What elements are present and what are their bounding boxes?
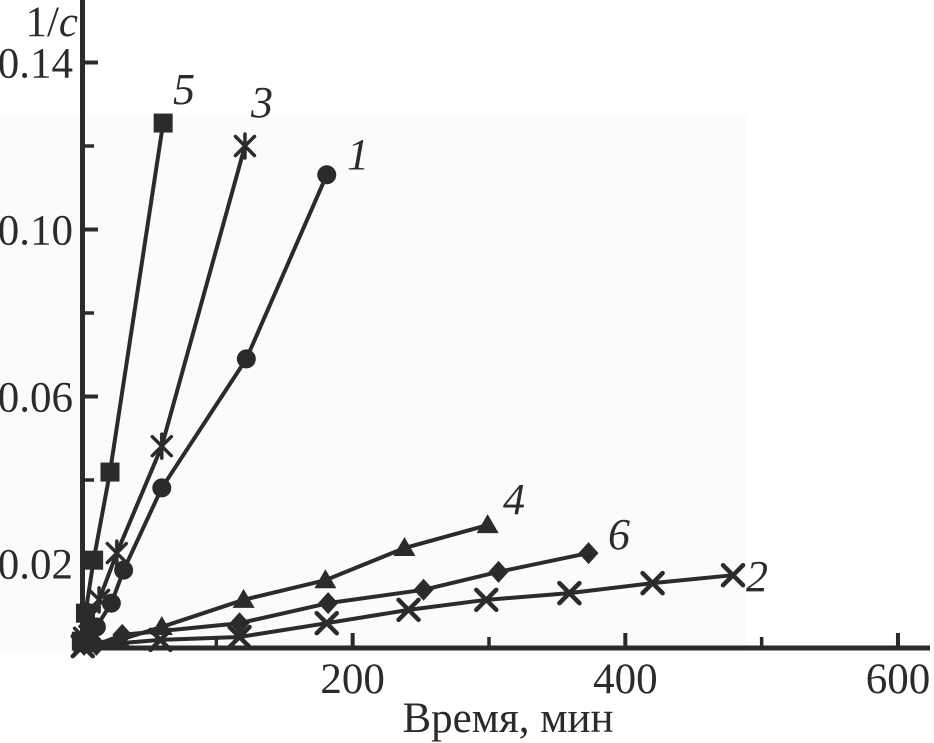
x-tick-label: 600 [866, 656, 931, 703]
data-point-circle [114, 560, 134, 580]
data-point-asterisk [105, 541, 129, 565]
data-point-asterisk [150, 434, 174, 458]
y-tick-label: 0.02 [0, 542, 73, 589]
curve-label-5: 5 [173, 65, 195, 114]
y-tick-label: 0.10 [0, 208, 73, 255]
y-tick-label: 0.14 [0, 41, 73, 88]
data-point-asterisk [233, 134, 257, 158]
x-tick-label: 200 [320, 656, 385, 703]
data-point-square [100, 462, 120, 482]
series-2 [70, 562, 746, 659]
curve-label-2: 2 [746, 552, 768, 601]
data-point-xmark [396, 597, 421, 623]
data-point-diamond [488, 560, 509, 583]
data-point-xmark [720, 562, 746, 588]
data-point-circle [152, 478, 172, 498]
curve-labels-layer: 1 2 3 4 5 6 [173, 65, 768, 601]
data-point-triangle [232, 588, 255, 608]
x-axis-title: Время, мин [403, 695, 614, 742]
data-point-diamond [578, 542, 599, 565]
curve-label-4: 4 [503, 475, 525, 524]
data-point-square [75, 603, 95, 623]
series-6 [74, 542, 599, 656]
data-point-circle [317, 165, 337, 185]
curve-label-6: 6 [608, 510, 630, 559]
x-tick-label: 400 [593, 656, 658, 703]
data-point-triangle [314, 569, 337, 589]
y-tick-label: 0.06 [0, 375, 73, 422]
y-axis-title: 1/c [25, 0, 78, 46]
data-point-circle [236, 349, 256, 369]
data-point-diamond [413, 578, 434, 601]
data-point-triangle [393, 537, 416, 557]
data-point-diamond [112, 623, 133, 646]
y-axis-title-prefix: 1/ [25, 0, 59, 46]
series-5 [71, 113, 173, 651]
data-point-diamond [229, 612, 250, 635]
data-point-xmark [314, 610, 340, 636]
y-axis-title-variable: c [59, 0, 78, 46]
data-point-square [153, 113, 173, 133]
data-point-diamond [318, 592, 339, 615]
data-point-xmark [557, 580, 582, 606]
data-point-square [84, 550, 104, 570]
curve-label-3: 3 [250, 78, 273, 127]
curve-label-1: 1 [347, 130, 369, 179]
data-point-xmark [474, 587, 499, 613]
data-point-xmark [227, 624, 252, 650]
data-point-diamond [86, 633, 107, 656]
data-point-xmark [640, 570, 665, 596]
data-point-diamond [74, 633, 95, 656]
series-layer [70, 113, 746, 659]
data-point-triangle [476, 514, 499, 534]
axes-layer: 0.02 0.06 0.10 0.14 200 400 600 [0, 0, 930, 703]
